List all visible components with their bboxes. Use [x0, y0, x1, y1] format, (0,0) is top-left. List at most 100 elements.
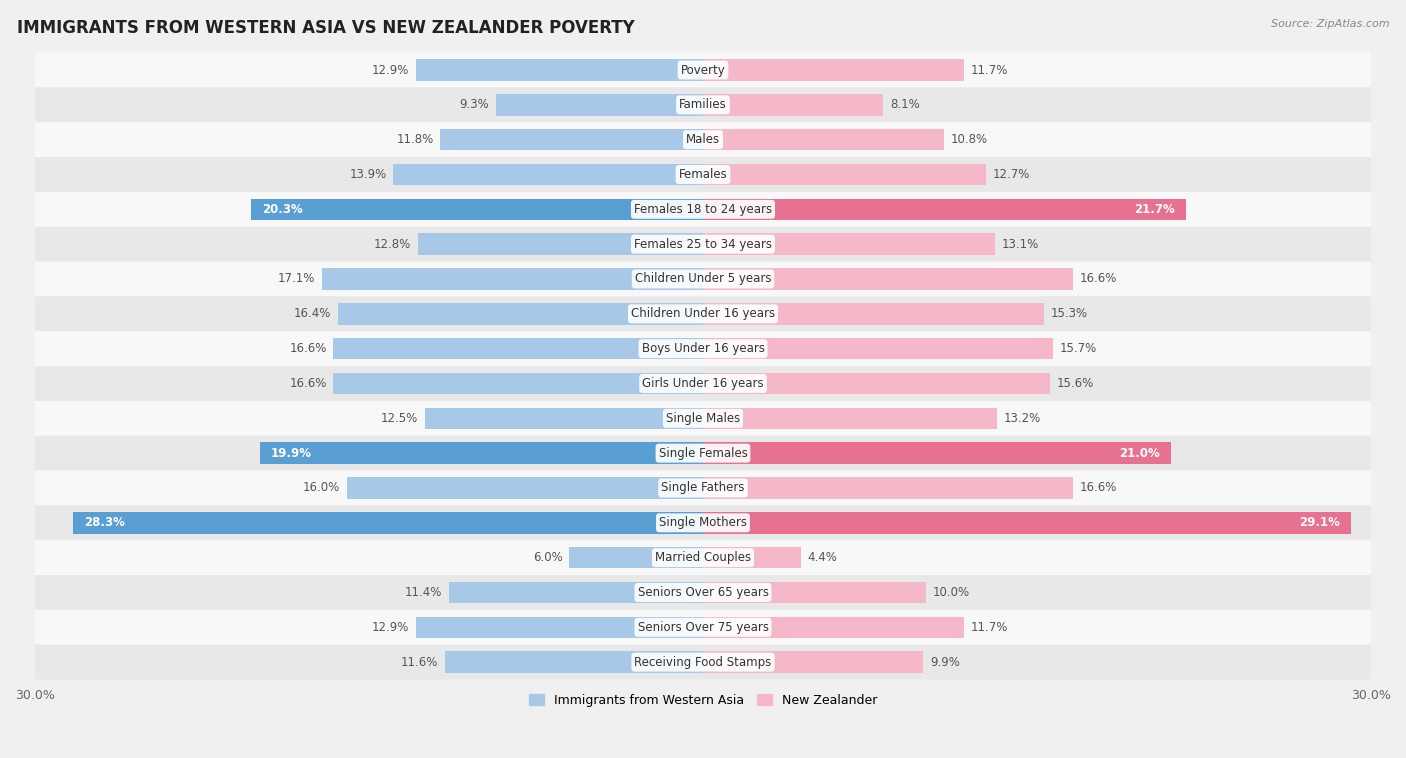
Text: Males: Males: [686, 133, 720, 146]
Text: 12.8%: 12.8%: [374, 238, 412, 251]
Bar: [703, 94, 883, 116]
Text: 16.4%: 16.4%: [294, 307, 330, 321]
Text: 9.9%: 9.9%: [931, 656, 960, 669]
Text: Girls Under 16 years: Girls Under 16 years: [643, 377, 763, 390]
FancyBboxPatch shape: [35, 52, 1371, 87]
FancyBboxPatch shape: [35, 262, 1371, 296]
Bar: [394, 164, 703, 185]
Text: 16.6%: 16.6%: [290, 342, 326, 356]
Text: IMMIGRANTS FROM WESTERN ASIA VS NEW ZEALANDER POVERTY: IMMIGRANTS FROM WESTERN ASIA VS NEW ZEAL…: [17, 19, 634, 37]
Text: 6.0%: 6.0%: [533, 551, 562, 564]
FancyBboxPatch shape: [35, 366, 1371, 401]
Bar: [703, 651, 924, 673]
Bar: [703, 478, 1073, 499]
Text: 12.9%: 12.9%: [371, 621, 409, 634]
Bar: [440, 129, 703, 151]
Text: 19.9%: 19.9%: [271, 446, 312, 459]
Text: Single Fathers: Single Fathers: [661, 481, 745, 494]
FancyBboxPatch shape: [35, 192, 1371, 227]
Text: 8.1%: 8.1%: [890, 99, 920, 111]
FancyBboxPatch shape: [35, 610, 1371, 645]
Bar: [416, 616, 703, 638]
Text: Single Females: Single Females: [658, 446, 748, 459]
FancyBboxPatch shape: [35, 506, 1371, 540]
Text: 10.8%: 10.8%: [950, 133, 987, 146]
Text: Single Males: Single Males: [666, 412, 740, 424]
Text: 16.0%: 16.0%: [302, 481, 340, 494]
Text: 17.1%: 17.1%: [278, 272, 315, 286]
Text: 15.3%: 15.3%: [1050, 307, 1087, 321]
Bar: [260, 443, 703, 464]
Bar: [703, 303, 1043, 324]
Bar: [703, 408, 997, 429]
Text: Seniors Over 75 years: Seniors Over 75 years: [637, 621, 769, 634]
Text: 16.6%: 16.6%: [1080, 481, 1116, 494]
Text: Families: Families: [679, 99, 727, 111]
Text: 21.0%: 21.0%: [1119, 446, 1160, 459]
Bar: [418, 233, 703, 255]
Bar: [703, 268, 1073, 290]
Text: 21.7%: 21.7%: [1135, 203, 1175, 216]
FancyBboxPatch shape: [35, 575, 1371, 610]
Bar: [703, 373, 1050, 394]
Text: 16.6%: 16.6%: [1080, 272, 1116, 286]
Text: Females 25 to 34 years: Females 25 to 34 years: [634, 238, 772, 251]
Bar: [703, 164, 986, 185]
Text: Married Couples: Married Couples: [655, 551, 751, 564]
Text: 11.4%: 11.4%: [405, 586, 443, 599]
Text: 4.4%: 4.4%: [807, 551, 838, 564]
Text: 29.1%: 29.1%: [1299, 516, 1340, 529]
Text: Receiving Food Stamps: Receiving Food Stamps: [634, 656, 772, 669]
Bar: [703, 199, 1187, 220]
Text: 12.7%: 12.7%: [993, 168, 1029, 181]
Bar: [496, 94, 703, 116]
Bar: [703, 581, 925, 603]
FancyBboxPatch shape: [35, 122, 1371, 157]
FancyBboxPatch shape: [35, 227, 1371, 262]
Text: Children Under 5 years: Children Under 5 years: [634, 272, 772, 286]
Text: Seniors Over 65 years: Seniors Over 65 years: [637, 586, 769, 599]
Bar: [703, 616, 963, 638]
Bar: [333, 373, 703, 394]
Text: Females 18 to 24 years: Females 18 to 24 years: [634, 203, 772, 216]
Text: Children Under 16 years: Children Under 16 years: [631, 307, 775, 321]
Text: 16.6%: 16.6%: [290, 377, 326, 390]
FancyBboxPatch shape: [35, 87, 1371, 122]
Text: 13.2%: 13.2%: [1004, 412, 1040, 424]
Text: Poverty: Poverty: [681, 64, 725, 77]
Text: 15.7%: 15.7%: [1059, 342, 1097, 356]
Bar: [703, 547, 801, 568]
Text: 12.9%: 12.9%: [371, 64, 409, 77]
FancyBboxPatch shape: [35, 296, 1371, 331]
FancyBboxPatch shape: [35, 645, 1371, 680]
Bar: [333, 338, 703, 359]
Text: Source: ZipAtlas.com: Source: ZipAtlas.com: [1271, 19, 1389, 29]
FancyBboxPatch shape: [35, 436, 1371, 471]
Bar: [703, 59, 963, 81]
Bar: [444, 651, 703, 673]
Bar: [250, 199, 703, 220]
Bar: [703, 443, 1171, 464]
Bar: [703, 512, 1351, 534]
Text: 11.8%: 11.8%: [396, 133, 433, 146]
Text: 10.0%: 10.0%: [932, 586, 970, 599]
Text: Single Mothers: Single Mothers: [659, 516, 747, 529]
FancyBboxPatch shape: [35, 471, 1371, 506]
Text: 13.9%: 13.9%: [350, 168, 387, 181]
Text: 12.5%: 12.5%: [381, 412, 418, 424]
Bar: [703, 338, 1053, 359]
FancyBboxPatch shape: [35, 331, 1371, 366]
Text: 11.7%: 11.7%: [970, 64, 1008, 77]
Bar: [569, 547, 703, 568]
Bar: [703, 129, 943, 151]
FancyBboxPatch shape: [35, 157, 1371, 192]
Bar: [703, 233, 994, 255]
Bar: [337, 303, 703, 324]
Bar: [416, 59, 703, 81]
Text: 11.7%: 11.7%: [970, 621, 1008, 634]
Bar: [322, 268, 703, 290]
Text: 15.6%: 15.6%: [1057, 377, 1094, 390]
Bar: [425, 408, 703, 429]
FancyBboxPatch shape: [35, 401, 1371, 436]
Text: 9.3%: 9.3%: [460, 99, 489, 111]
